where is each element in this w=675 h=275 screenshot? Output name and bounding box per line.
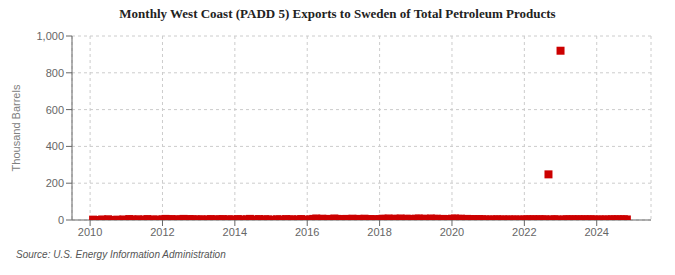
svg-text:400: 400 <box>46 140 64 152</box>
svg-text:2010: 2010 <box>78 226 102 238</box>
svg-text:2012: 2012 <box>150 226 174 238</box>
svg-text:800: 800 <box>46 67 64 79</box>
svg-text:2024: 2024 <box>584 226 608 238</box>
svg-text:0: 0 <box>58 214 64 226</box>
svg-text:2014: 2014 <box>223 226 247 238</box>
html-text:Monthly West Coast (PADD 5) Ex: Monthly West Coast (PADD 5) Exports to S… <box>119 6 556 21</box>
html-text:Source: U.S. Energy Informatio: Source: U.S. Energy Information Administ… <box>16 249 226 260</box>
svg-text:2022: 2022 <box>512 226 536 238</box>
svg-text:Thousand Barrels: Thousand Barrels <box>10 84 22 171</box>
svg-text:2020: 2020 <box>440 226 464 238</box>
svg-text:2016: 2016 <box>295 226 319 238</box>
svg-text:2018: 2018 <box>367 226 391 238</box>
svg-text:600: 600 <box>46 104 64 116</box>
svg-text:200: 200 <box>46 177 64 189</box>
svg-text:1,000: 1,000 <box>36 30 64 42</box>
